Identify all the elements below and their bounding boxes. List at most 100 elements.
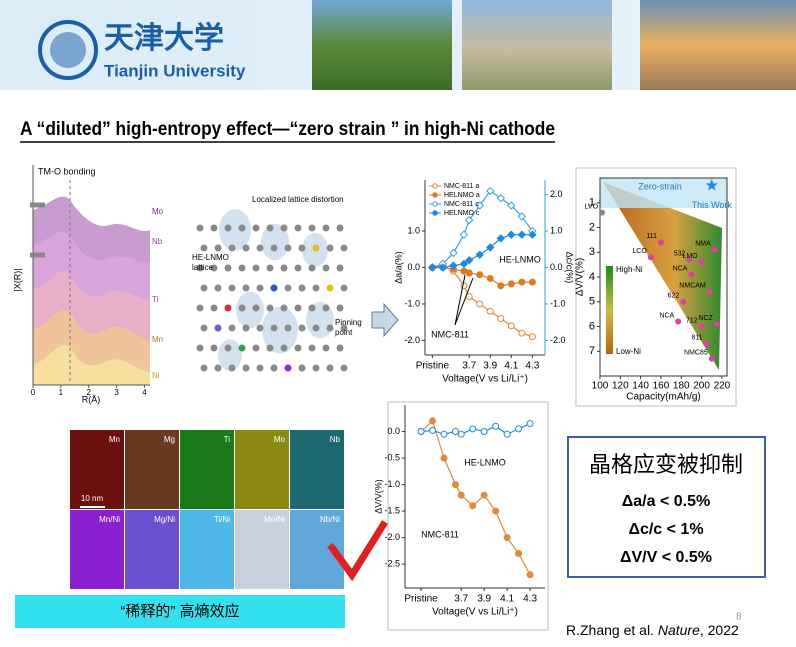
lattice-annotation: Localized lattice distortion [252,195,344,204]
lattice-label: HE-LNMO [192,253,229,262]
atom [266,304,274,312]
atom [228,284,236,292]
y2-axis-label: Δc/c(%) [565,252,575,284]
atom [224,264,232,272]
atom [252,304,260,312]
x-tick-label: Pristine [416,361,450,372]
atom [312,244,320,252]
map-label: Mo [274,435,286,444]
marker [476,300,484,308]
marker [451,481,459,489]
element-maps: Mn Mg Ti Mo Nb Mn/Ni Mg/Ni Ti/Ni Mo/Ni Nb/Ni [70,430,344,589]
atom [224,224,232,232]
atom [322,224,330,232]
marker [429,417,437,425]
y2-tick-label: -1.0 [550,298,566,308]
x-tick-label: 4.3 [523,594,537,605]
point-label: NMC85 [684,350,708,357]
atom [308,344,316,352]
point [698,323,705,330]
point-label: LVO [585,203,599,210]
marker [503,430,511,438]
marker [507,201,516,210]
atom [322,304,330,312]
star-label: This Work [692,200,733,210]
lattice-annotation: point [335,328,353,337]
point [675,318,682,325]
map-tile [180,430,234,509]
colorbar-label: High-Ni [616,265,643,274]
exafs-plot [30,165,150,386]
atom [298,284,306,292]
atom [200,364,208,372]
y2-tick-label: 2.0 [550,189,563,199]
y2-tick-label: 0.0 [550,262,563,272]
marker [486,274,494,282]
marker [440,454,448,462]
point-label: NCA [659,312,674,319]
exafs-curve [33,345,150,385]
marker [440,430,448,438]
marker [492,507,500,515]
atom [252,264,260,272]
series-label: Mn [152,335,163,344]
exafs-xlabel: R(Å) [82,394,101,404]
point [711,246,718,253]
page-number: 8 [736,612,742,623]
x-tick-label: 0 [31,388,36,397]
legend-label: HELNMO c [444,210,480,217]
series-line [420,419,531,576]
marker [480,491,488,499]
marker [449,248,458,258]
x-axis-label: Voltage(V vs Li/Li⁺) [442,374,528,385]
point [698,259,705,266]
y-tick-label: 5 [589,296,595,308]
map-label: Mn [109,435,120,444]
y-tick-label: 6 [589,320,595,332]
star-point [705,178,718,191]
marker [428,263,437,272]
atom [326,324,334,332]
y-tick-label: 4 [589,271,595,283]
marker [469,425,477,433]
chart-frame [387,401,549,631]
y-tick-label: -1.0 [404,298,420,308]
marker [429,426,437,434]
y-tick-label: 1 [589,197,595,209]
marker [480,428,488,436]
marker [457,491,465,499]
y2-tick-label: -2.0 [550,335,566,345]
logo-en: Tianjin University [104,61,246,80]
atom [196,264,204,272]
citation-authors: R.Zhang et al. [566,622,658,638]
atom [210,304,218,312]
zero-strain-band [600,178,727,208]
x-tick-label: 4.3 [525,361,539,372]
x-tick-label: 3.7 [462,361,476,372]
zero-strain-label: Zero-strain [638,181,682,191]
x-tick-label: 3.9 [477,594,491,605]
series-annotation: HE-LNMO [464,457,506,467]
marker [528,333,536,341]
map-label: Ti/Ni [214,515,230,524]
x-tick-label: 4.1 [504,361,518,372]
legend-marker [432,192,438,198]
marker [475,201,484,210]
logo-cn: 天津大学 [104,21,224,55]
atom [336,304,344,312]
colorbar-label: Low-Ni [616,347,641,356]
atom [340,244,348,252]
atom [256,244,264,252]
atom [312,364,320,372]
map-tile [70,430,124,509]
distortion-region [218,339,242,371]
y-tick-label: 2 [589,221,595,233]
marker [496,194,505,203]
atom [200,244,208,252]
chart-frame [575,167,737,407]
marker [465,256,474,265]
point [680,298,687,305]
distortion-region [261,223,289,261]
atom [238,224,246,232]
